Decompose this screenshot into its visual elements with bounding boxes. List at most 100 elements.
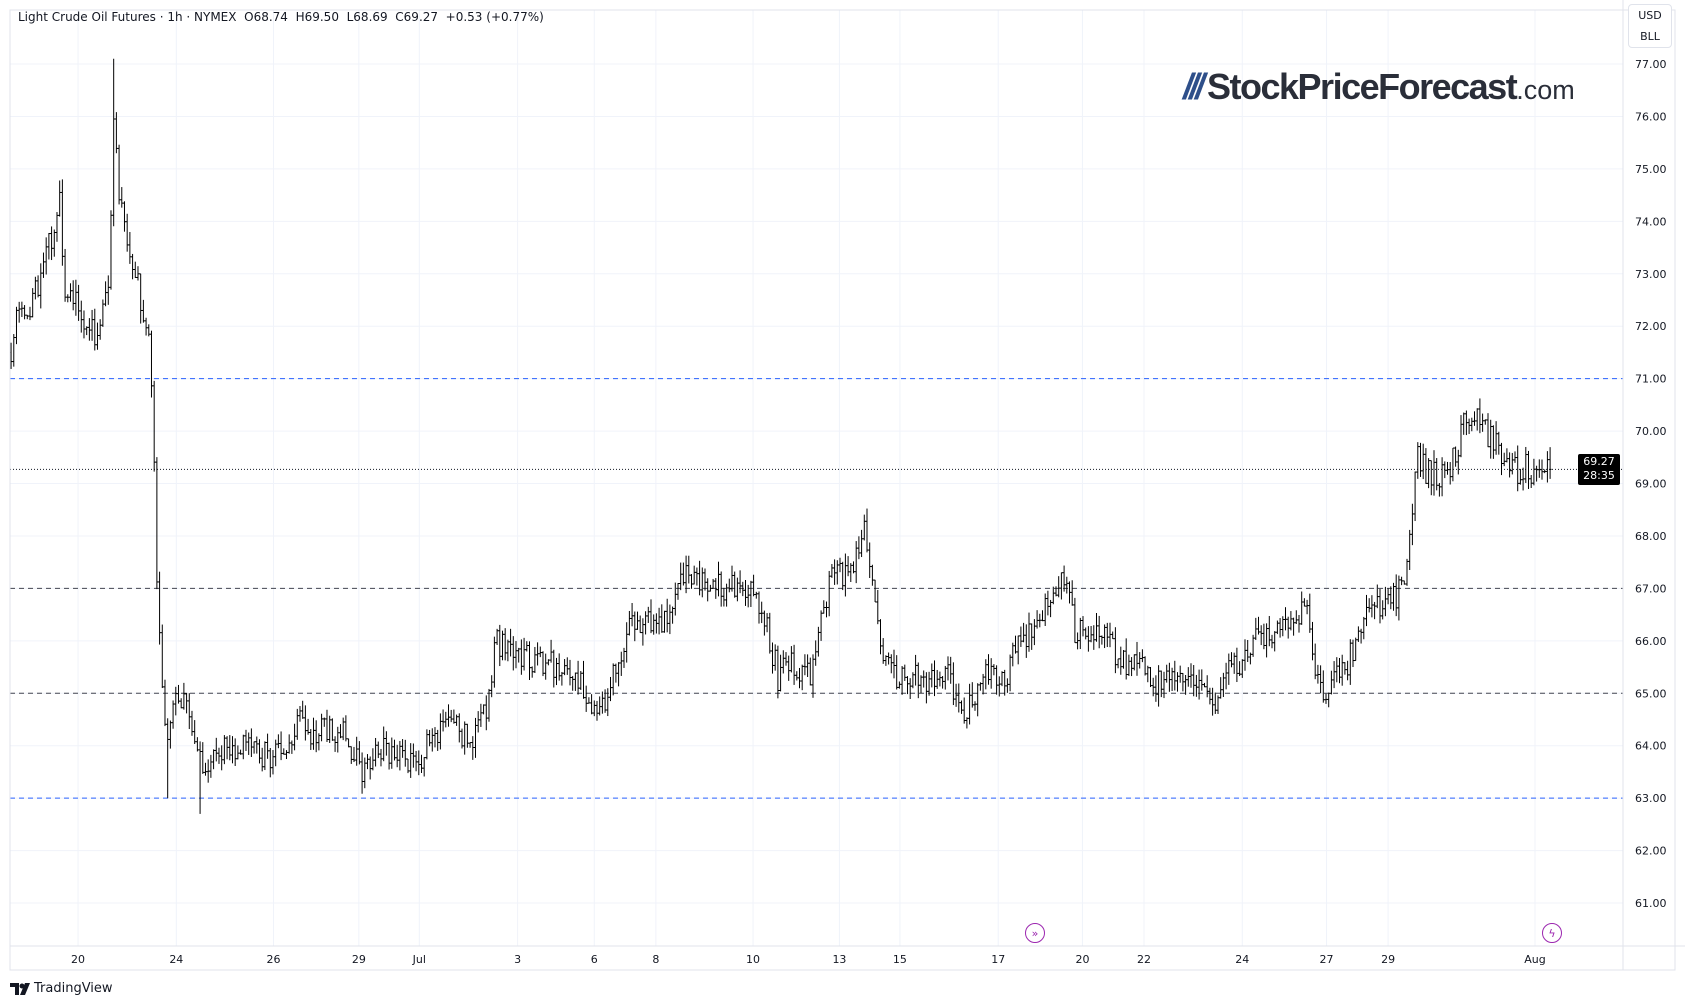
ohlc-bar [684, 555, 688, 594]
ohlc-bar [1281, 616, 1285, 637]
ohlc-bar [1016, 635, 1020, 665]
time-tick-label: 29 [352, 953, 366, 966]
ohlc-bar [1275, 620, 1279, 635]
last-price-tag: 69.27 28:35 [1578, 454, 1620, 485]
ohlc-bar [379, 748, 383, 767]
ohlc-bar [1216, 695, 1220, 714]
ohlc-bar [1508, 452, 1512, 478]
ohlc-bar [1489, 419, 1493, 459]
price-tick-label: 71.00 [1635, 373, 1667, 386]
ohlc-bar [428, 729, 432, 747]
ohlc-bar [1545, 451, 1549, 483]
ohlc-bar [98, 319, 102, 340]
currency-unit-selector[interactable]: USD BLL [1628, 4, 1672, 48]
ohlc-bar [1456, 449, 1460, 475]
ohlc-bar [168, 720, 172, 749]
ohlc-bar [738, 570, 742, 594]
ohlc-bar [1162, 671, 1166, 699]
ohlc-bar [878, 619, 882, 655]
ohlc-bar [1022, 622, 1026, 643]
ohlc-bar [1081, 616, 1085, 637]
logo-name: StockPriceForecast [1207, 66, 1518, 107]
ohlc-bar [749, 580, 753, 607]
ohlc-bar [201, 742, 205, 774]
ohlc-bar [282, 748, 286, 755]
ohlc-bar [606, 688, 610, 717]
ohlc-bar [1391, 582, 1395, 611]
ohlc-bar [125, 213, 129, 252]
ohlc-bar [973, 701, 977, 711]
ohlc-bar [557, 653, 561, 681]
ohlc-bars [9, 58, 1552, 814]
ohlc-bar [239, 749, 243, 755]
ohlc-bar [249, 728, 253, 757]
ohlc-bar [970, 682, 974, 708]
tradingview-label: TradingView [34, 981, 113, 996]
ohlc-bar [1113, 627, 1117, 674]
symbol-title[interactable]: Light Crude Oil Futures · 1h · NYMEX [18, 10, 237, 24]
ohlc-bar [193, 720, 197, 745]
ohlc-bar [1510, 452, 1514, 475]
ohlc-bar [163, 679, 167, 727]
ohlc-bar [1094, 613, 1098, 642]
lightning-alert-icon[interactable]: ϟ [1542, 923, 1562, 943]
ohlc-bar [1394, 574, 1398, 617]
ohlc-bar [23, 305, 27, 320]
ohlc-bar [60, 179, 64, 266]
ohlc-bar [905, 676, 909, 695]
ohlc-bar [897, 681, 901, 689]
ohlc-bar [824, 601, 828, 618]
ohlc-bar [957, 683, 961, 713]
price-tick-label: 66.00 [1635, 635, 1667, 648]
time-tick-label: 20 [1075, 953, 1089, 966]
unit-label[interactable]: BLL [1640, 30, 1660, 43]
ohlc-bar [457, 713, 461, 743]
ohlc-bar [90, 309, 94, 341]
ohlc-bar [257, 739, 261, 764]
ohlc-bar [1229, 652, 1233, 668]
ohlc-bar [992, 664, 996, 676]
ohlc-bar [120, 187, 124, 208]
time-tick-label: 3 [514, 953, 521, 966]
ohlc-bar [727, 578, 731, 593]
ohlc-bar [1175, 672, 1179, 692]
ohlc-bar [811, 654, 815, 698]
ohlc-bar [268, 747, 272, 778]
ohlc-bar [352, 746, 356, 763]
ohlc-bar [600, 691, 604, 714]
ohlc-bar [444, 711, 448, 728]
ohlc-bar [1486, 413, 1490, 448]
horizontal-lines [10, 378, 1623, 799]
ohlc-bar [959, 700, 963, 714]
ohlc-bar [635, 611, 639, 630]
ohlc-bar [195, 737, 199, 752]
ohlc-bar [1297, 614, 1301, 633]
ohlc-bar [1127, 654, 1131, 676]
ohlc-bar [735, 577, 739, 602]
time-tick-label: 29 [1381, 953, 1395, 966]
ohlc-bar [1502, 452, 1506, 467]
price-tick-label: 63.00 [1635, 792, 1667, 805]
time-axis[interactable]: 20 24 26 29 Jul 3 6 8 10 13 15 17 20 22 24 27 29 Aug [71, 953, 1546, 966]
price-axis[interactable]: 77.00 76.00 75.00 74.00 73.00 72.00 71.00 70.00… [1635, 58, 1667, 910]
ohlc-bar [679, 562, 683, 591]
ohlc-bar [1116, 658, 1120, 669]
ohlc-bar [1011, 642, 1015, 667]
currency-label[interactable]: USD [1638, 9, 1662, 22]
ohlc-bar [1227, 653, 1231, 685]
ohlc-bar [1051, 586, 1055, 605]
ohlc-bar [625, 622, 629, 663]
tradingview-brand[interactable]: TradingView [10, 981, 113, 996]
ohlc-bar [1445, 461, 1449, 475]
ohlc-bar [1092, 625, 1096, 650]
ohlc-bar [576, 660, 580, 695]
ohlc-bar [743, 579, 747, 606]
ohlc-bar [698, 560, 702, 596]
go-to-realtime-icon[interactable]: » [1025, 923, 1045, 943]
ohlc-bar [117, 144, 121, 205]
ohlc-bar [927, 671, 931, 696]
ohlc-bar [1103, 624, 1107, 649]
ohlc-bar [309, 729, 313, 750]
ohlc-bar [1208, 687, 1212, 705]
